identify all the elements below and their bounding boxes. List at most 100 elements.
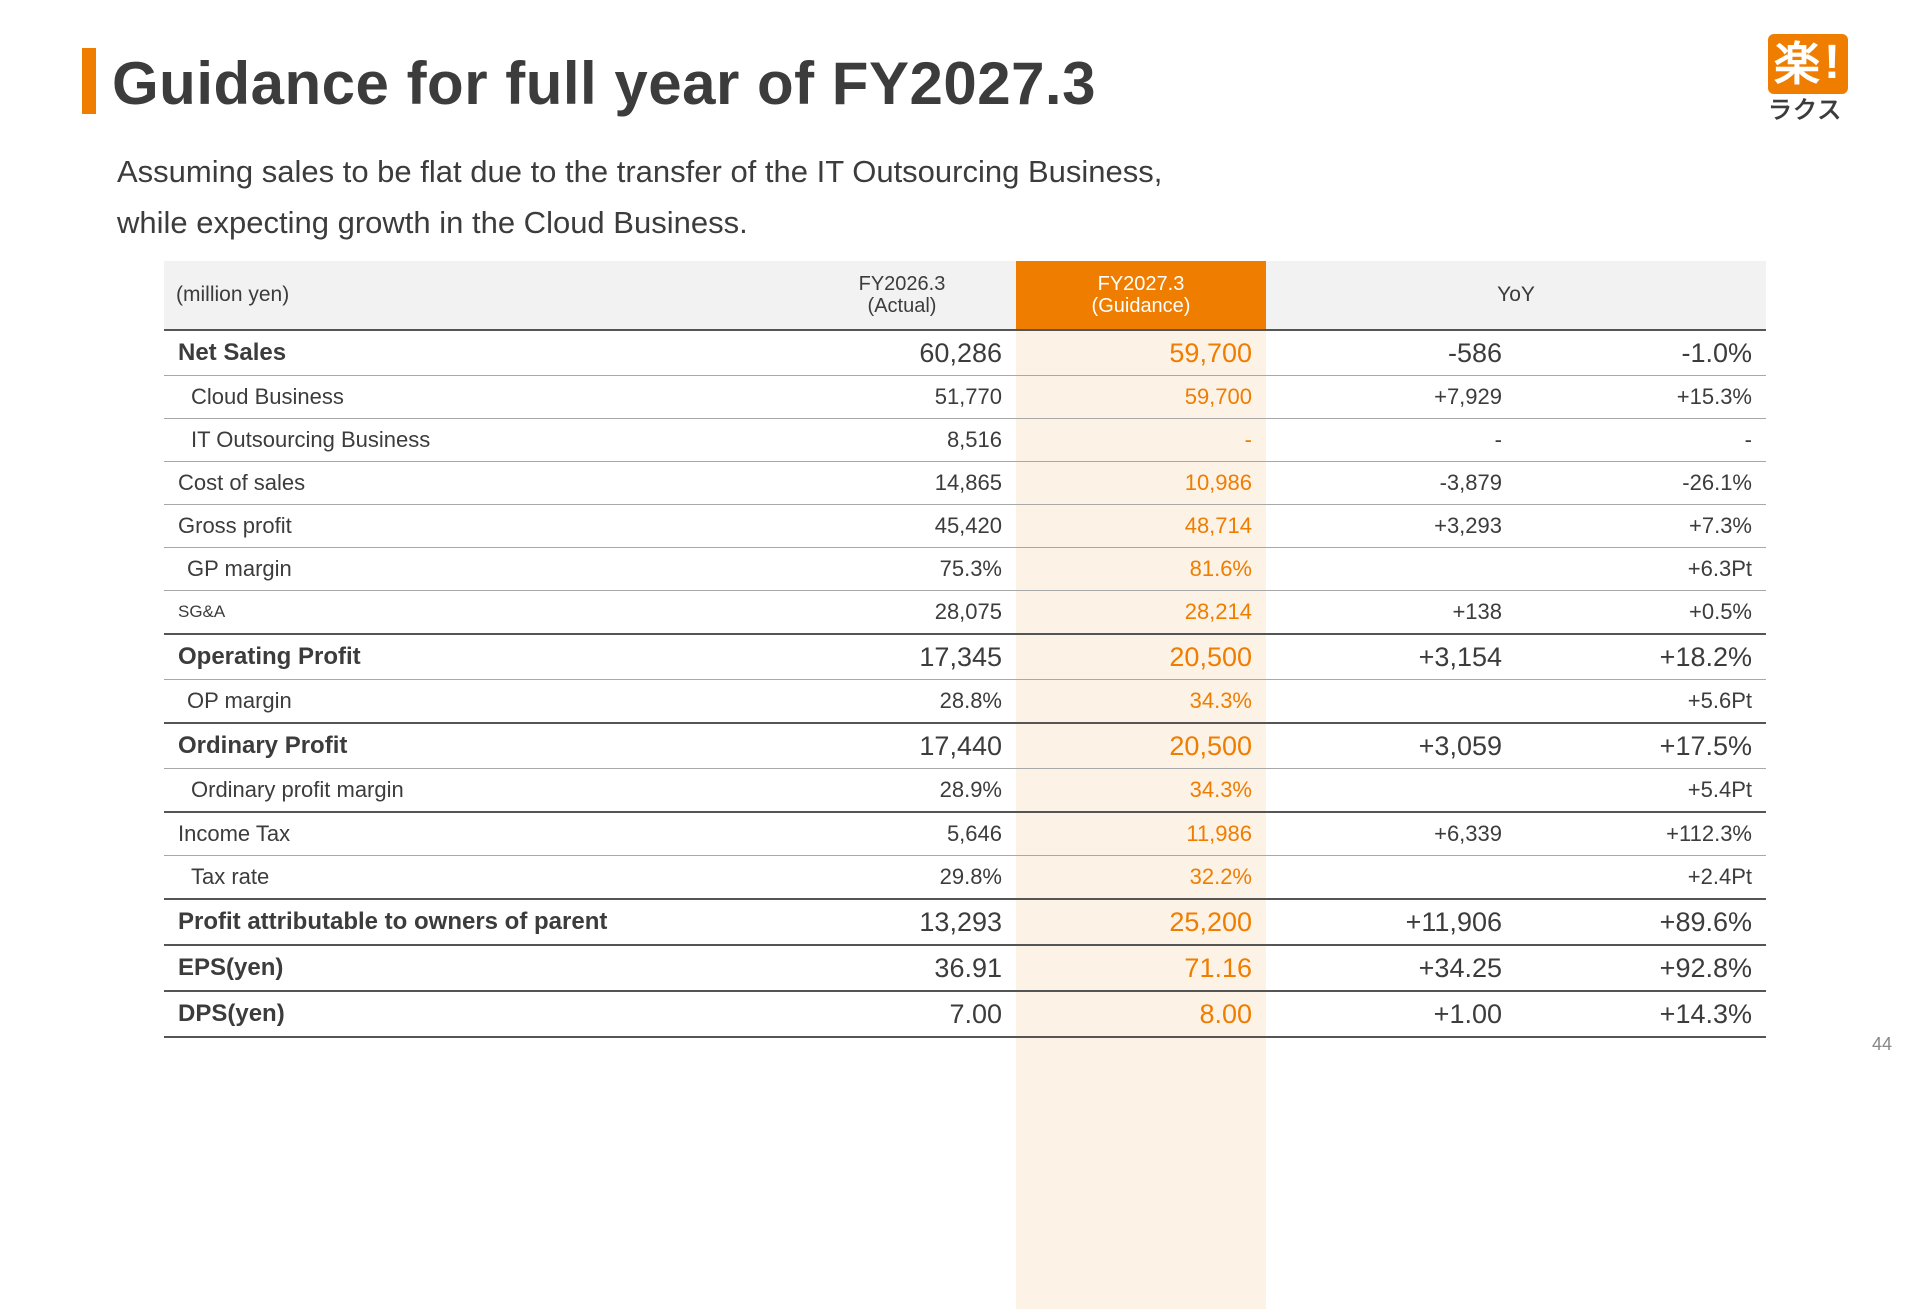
row-label: Operating Profit (178, 643, 361, 670)
table-row: Profit attributable to owners of parent … (164, 900, 1766, 946)
row-label: GP margin (187, 556, 292, 581)
table-row: Income Tax 5,646 11,986 +6,339 +112.3% (164, 813, 1766, 856)
value-actual: 60,286 (919, 337, 1002, 368)
row-label: Gross profit (178, 513, 292, 538)
title-accent-bar (82, 48, 96, 114)
value-actual: 7.00 (949, 998, 1002, 1029)
table-row: DPS(yen) 7.00 8.00 +1.00 +14.3% (164, 992, 1766, 1038)
table-row: GP margin 75.3% 81.6% +6.3Pt (164, 548, 1766, 591)
value-yoy-pct: - (1744, 427, 1752, 452)
row-label: Net Sales (178, 339, 287, 366)
value-actual: 17,345 (919, 641, 1002, 672)
value-yoy-abs: +3,154 (1418, 641, 1502, 672)
value-yoy-abs: +138 (1452, 599, 1502, 624)
value-yoy-abs: +11,906 (1405, 906, 1502, 937)
value-yoy-pct: +5.6Pt (1687, 688, 1752, 713)
row-label: Cost of sales (178, 470, 306, 495)
value-yoy-pct: +14.3% (1659, 998, 1752, 1029)
value-yoy-abs: +7,929 (1434, 384, 1502, 409)
value-actual: 29.8% (939, 864, 1002, 889)
value-actual: 28,075 (934, 599, 1002, 624)
value-yoy-abs (1266, 856, 1502, 898)
value-yoy-pct: +18.2% (1659, 641, 1752, 672)
value-guidance: 8.00 (1199, 998, 1252, 1029)
page-number: 44 (1872, 1034, 1893, 1054)
value-yoy-abs: - (1494, 427, 1502, 452)
table-header: (million yen) FY2026.3 (Actual) FY2027.3… (164, 261, 1766, 331)
value-yoy-pct: +5.4Pt (1687, 777, 1752, 802)
page-title: Guidance for full year of FY2027.3 (112, 50, 1096, 117)
page-subtitle: Assuming sales to be flat due to the tra… (117, 146, 1162, 248)
value-actual: 51,770 (934, 384, 1002, 409)
subtitle-line-2: while expecting growth in the Cloud Busi… (117, 205, 748, 240)
unit-label: (million yen) (176, 283, 290, 306)
value-actual: 13,293 (919, 906, 1002, 937)
value-yoy-abs (1266, 769, 1502, 811)
table-row: Tax rate 29.8% 32.2% +2.4Pt (164, 856, 1766, 900)
row-label: Cloud Business (191, 384, 344, 409)
table-body: Net Sales 60,286 59,700 -586 -1.0% Cloud… (164, 331, 1766, 1038)
value-yoy-abs: +34.25 (1418, 952, 1502, 983)
value-yoy-pct: +2.4Pt (1687, 864, 1752, 889)
row-label: DPS(yen) (178, 1000, 285, 1027)
value-guidance: 34.3% (1189, 688, 1252, 713)
row-label: IT Outsourcing Business (191, 427, 431, 452)
value-guidance: 28,214 (1184, 599, 1252, 624)
row-label: SG&A (178, 602, 226, 621)
value-actual: 5,646 (946, 821, 1002, 846)
value-yoy-abs: -586 (1447, 337, 1502, 368)
value-yoy-pct: +6.3Pt (1687, 556, 1752, 581)
table-row: Cloud Business 51,770 59,700 +7,929 +15.… (164, 376, 1766, 419)
table-row: SG&A 28,075 28,214 +138 +0.5% (164, 591, 1766, 635)
value-yoy-abs: +1.00 (1433, 998, 1502, 1029)
value-guidance: 34.3% (1189, 777, 1252, 802)
value-guidance: 11,986 (1186, 821, 1252, 846)
value-guidance: 59,700 (1169, 337, 1252, 368)
row-label: Tax rate (191, 864, 270, 889)
value-actual: 28.9% (939, 777, 1002, 802)
value-actual: 75.3% (939, 556, 1002, 581)
value-yoy-abs (1266, 680, 1502, 722)
value-yoy-pct: +89.6% (1659, 906, 1752, 937)
table-row: Ordinary Profit 17,440 20,500 +3,059 +17… (164, 724, 1766, 769)
company-logo: 楽 ! ラクス (1768, 34, 1854, 130)
value-yoy-pct: +7.3% (1689, 513, 1752, 538)
row-label: Ordinary profit margin (191, 777, 404, 802)
value-guidance: 48,714 (1184, 513, 1252, 538)
value-actual: 14,865 (934, 470, 1002, 495)
value-yoy-pct: +0.5% (1689, 599, 1752, 624)
header-prev-line1: FY2026.3 (858, 273, 946, 295)
row-label: Ordinary Profit (178, 732, 348, 759)
value-guidance: 81.6% (1189, 556, 1252, 581)
subtitle-line-1: Assuming sales to be flat due to the tra… (117, 154, 1163, 189)
value-yoy-abs: -3,879 (1439, 470, 1502, 495)
value-yoy-pct: +112.3% (1666, 821, 1752, 846)
header-yoy: YoY (1497, 283, 1535, 306)
value-yoy-abs: +3,059 (1418, 730, 1502, 761)
row-label: OP margin (187, 688, 292, 713)
logo-badge: 楽 ! (1768, 34, 1848, 94)
value-yoy-pct: -1.0% (1681, 337, 1752, 368)
value-yoy-pct: -26.1% (1682, 470, 1752, 495)
value-yoy-abs (1266, 548, 1502, 590)
value-guidance: 10,986 (1184, 470, 1252, 495)
logo-exclamation: ! (1824, 36, 1840, 89)
value-yoy-pct: +17.5% (1659, 730, 1752, 761)
value-actual: 28.8% (939, 688, 1002, 713)
value-actual: 17,440 (919, 730, 1002, 761)
header-guid-line1: FY2027.3 (1097, 273, 1185, 295)
row-label: EPS(yen) (178, 954, 284, 981)
value-guidance: 20,500 (1169, 730, 1252, 761)
value-guidance: 32.2% (1189, 864, 1252, 889)
table-row: OP margin 28.8% 34.3% +5.6Pt (164, 680, 1766, 724)
header-fy2027-guidance: FY2027.3 (Guidance) (1016, 261, 1266, 329)
value-actual: 8,516 (946, 427, 1002, 452)
value-yoy-pct: +15.3% (1676, 384, 1752, 409)
value-actual: 36.91 (934, 952, 1002, 983)
value-guidance: 59,700 (1184, 384, 1252, 409)
value-guidance: - (1244, 427, 1252, 452)
value-actual: 45,420 (934, 513, 1002, 538)
table-row: IT Outsourcing Business 8,516 - - - (164, 419, 1766, 462)
value-yoy-pct: +92.8% (1659, 952, 1752, 983)
value-guidance: 20,500 (1169, 641, 1252, 672)
